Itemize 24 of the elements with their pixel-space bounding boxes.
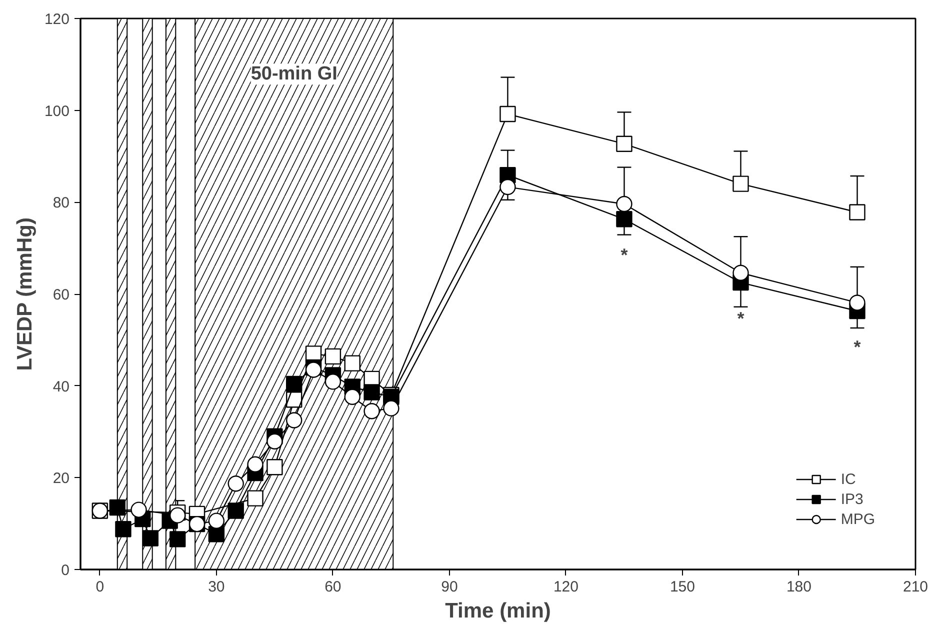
x-tick-label: 60 xyxy=(324,578,342,596)
x-tick-label: 210 xyxy=(902,578,928,596)
annotation: * xyxy=(854,336,861,357)
y-tick-label: 20 xyxy=(52,470,70,488)
legend-label: IC xyxy=(840,470,857,488)
x-tick-label: 150 xyxy=(670,578,695,596)
x-tick-label: 30 xyxy=(208,578,225,596)
legend-label: MPG xyxy=(840,510,875,528)
y-axis-title: LVEDP (mmHg) xyxy=(13,218,36,371)
x-tick-label: 0 xyxy=(96,578,104,596)
x-axis-title: Time (min) xyxy=(445,600,551,622)
annotation: * xyxy=(620,245,628,266)
y-tick-label: 120 xyxy=(44,11,70,28)
band-label: 50-min GI xyxy=(250,64,338,85)
y-tick-label: 40 xyxy=(52,378,70,396)
legend-label: IP3 xyxy=(840,490,864,508)
y-tick-label: 0 xyxy=(61,562,70,579)
x-tick-label: 90 xyxy=(441,578,458,596)
y-tick-label: 80 xyxy=(52,194,70,212)
y-tick-label: 60 xyxy=(52,286,70,304)
annotation: * xyxy=(737,308,744,329)
x-tick-label: 180 xyxy=(786,578,812,596)
x-tick-label: 120 xyxy=(553,578,578,596)
y-tick-label: 100 xyxy=(44,102,70,120)
